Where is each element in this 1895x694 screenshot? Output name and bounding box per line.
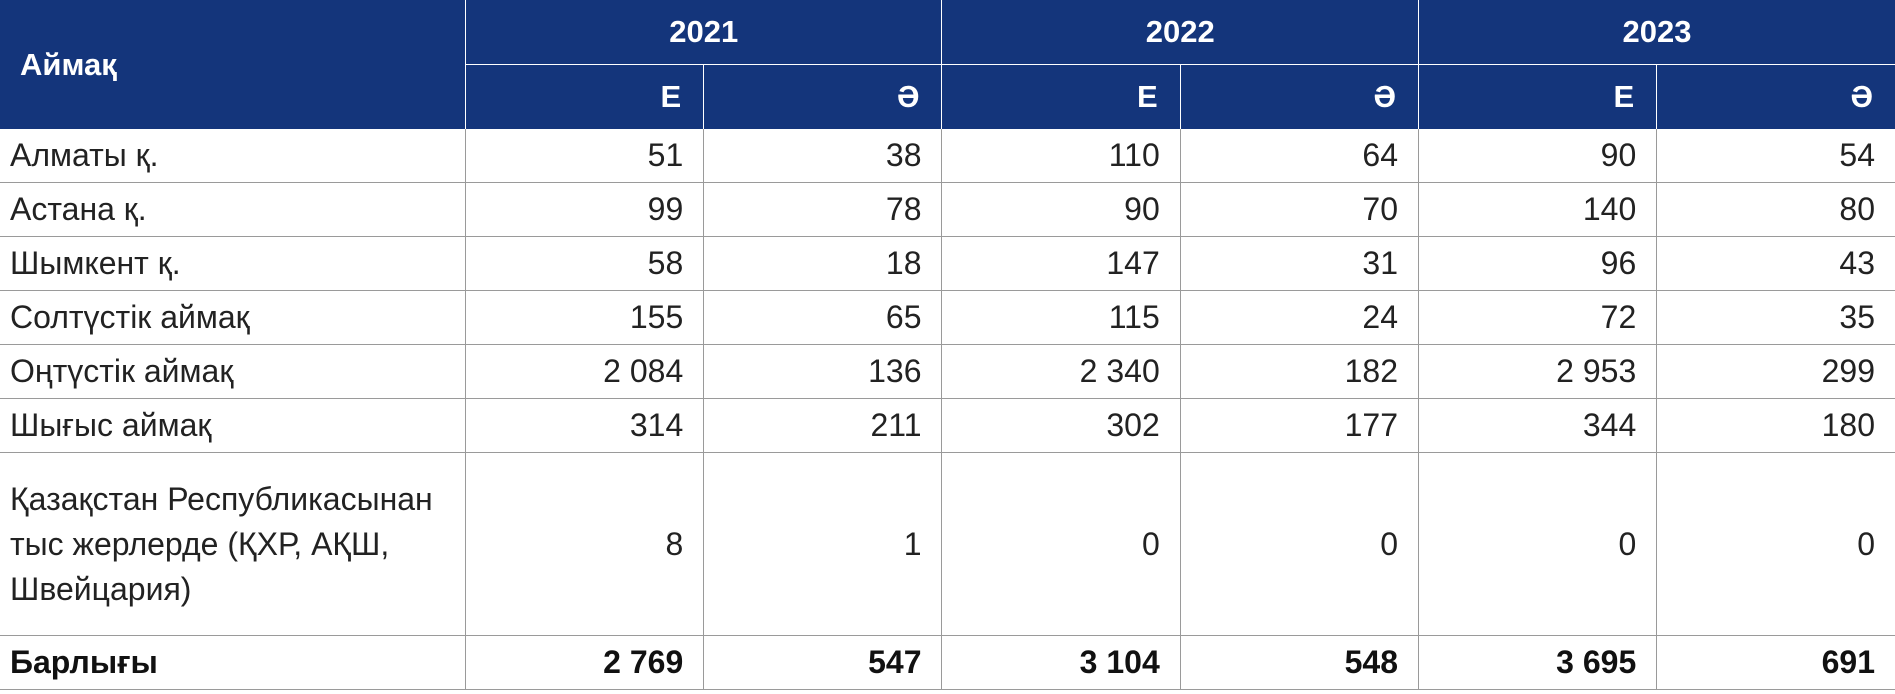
- table-row: Солтүстік аймақ 155 65 115 24 72 35: [0, 290, 1895, 345]
- region-name: Шымкент қ.: [0, 236, 466, 291]
- subcol-header: Е: [1418, 64, 1658, 129]
- table-cell: 299: [1656, 344, 1895, 399]
- table-cell: 43: [1656, 236, 1895, 291]
- table-cell: 65: [703, 290, 943, 345]
- total-cell: 3 104: [941, 635, 1181, 690]
- table-cell: 1: [703, 452, 943, 636]
- table-cell: 0: [1656, 452, 1895, 636]
- table-cell: 110: [941, 129, 1181, 183]
- region-name: Оңтүстік аймақ: [0, 344, 466, 399]
- table-cell: 54: [1656, 129, 1895, 183]
- subcol-header: Ә: [1180, 64, 1419, 129]
- subcol-header: Е: [465, 64, 705, 129]
- table-cell: 31: [1180, 236, 1419, 291]
- subcol-header: Е: [941, 64, 1181, 129]
- table-cell: 140: [1418, 182, 1658, 237]
- table-row: Астана қ. 99 78 90 70 140 80: [0, 182, 1895, 237]
- table-cell: 2 340: [941, 344, 1181, 399]
- year-header-row: Аймақ 2021 2022 2023: [0, 0, 1895, 129]
- region-name: Шығыс аймақ: [0, 398, 466, 453]
- table-cell: 70: [1180, 182, 1419, 237]
- table-cell: 2 953: [1418, 344, 1658, 399]
- table-cell: 0: [1418, 452, 1658, 636]
- table-cell: 99: [465, 182, 705, 237]
- region-name: Солтүстік аймақ: [0, 290, 466, 345]
- table-cell: 38: [703, 129, 943, 183]
- table-cell: 96: [1418, 236, 1658, 291]
- table-cell: 302: [941, 398, 1181, 453]
- table-cell: 147: [941, 236, 1181, 291]
- table-cell: 90: [941, 182, 1181, 237]
- table-cell: 182: [1180, 344, 1419, 399]
- table-cell: 51: [465, 129, 705, 183]
- table-row: Оңтүстік аймақ 2 084 136 2 340 182 2 953…: [0, 344, 1895, 399]
- total-cell: 3 695: [1418, 635, 1658, 690]
- table-row: Алматы қ. 51 38 110 64 90 54: [0, 129, 1895, 183]
- region-column-header: Аймақ: [0, 0, 466, 129]
- table-cell: 180: [1656, 398, 1895, 453]
- subheader-row: Е Ә Е Ә Е Ә: [0, 64, 1895, 129]
- table-row: Қазақстан Республикасынан тыс жерлерде (…: [0, 452, 1895, 636]
- table-cell: 0: [941, 452, 1181, 636]
- total-cell: 548: [1180, 635, 1419, 690]
- table-cell: 136: [703, 344, 943, 399]
- table-cell: 18: [703, 236, 943, 291]
- region-name: Қазақстан Республикасынан тыс жерлерде (…: [0, 452, 466, 636]
- region-name: Астана қ.: [0, 182, 466, 237]
- table-cell: 24: [1180, 290, 1419, 345]
- total-cell: 691: [1656, 635, 1895, 690]
- table-cell: 64: [1180, 129, 1419, 183]
- total-label: Барлығы: [0, 635, 466, 690]
- table-cell: 2 084: [465, 344, 705, 399]
- table-row: Шығыс аймақ 314 211 302 177 344 180: [0, 398, 1895, 453]
- total-row: Барлығы 2 769 547 3 104 548 3 695 691: [0, 635, 1895, 690]
- table-cell: 155: [465, 290, 705, 345]
- table-cell: 80: [1656, 182, 1895, 237]
- table-cell: 314: [465, 398, 705, 453]
- total-cell: 2 769: [465, 635, 705, 690]
- year-header-2021: 2021: [465, 0, 943, 65]
- table-cell: 58: [465, 236, 705, 291]
- total-cell: 547: [703, 635, 943, 690]
- year-header-2023: 2023: [1418, 0, 1895, 65]
- table-cell: 177: [1180, 398, 1419, 453]
- region-name: Алматы қ.: [0, 129, 466, 183]
- year-header-2022: 2022: [941, 0, 1419, 65]
- table-cell: 0: [1180, 452, 1419, 636]
- table-cell: 72: [1418, 290, 1658, 345]
- table-cell: 35: [1656, 290, 1895, 345]
- table-cell: 8: [465, 452, 705, 636]
- table-cell: 344: [1418, 398, 1658, 453]
- table-cell: 78: [703, 182, 943, 237]
- subcol-header: Ә: [1656, 64, 1895, 129]
- table-cell: 90: [1418, 129, 1658, 183]
- table-row: Шымкент қ. 58 18 147 31 96 43: [0, 236, 1895, 291]
- subcol-header: Ә: [703, 64, 943, 129]
- table-cell: 115: [941, 290, 1181, 345]
- table-cell: 211: [703, 398, 943, 453]
